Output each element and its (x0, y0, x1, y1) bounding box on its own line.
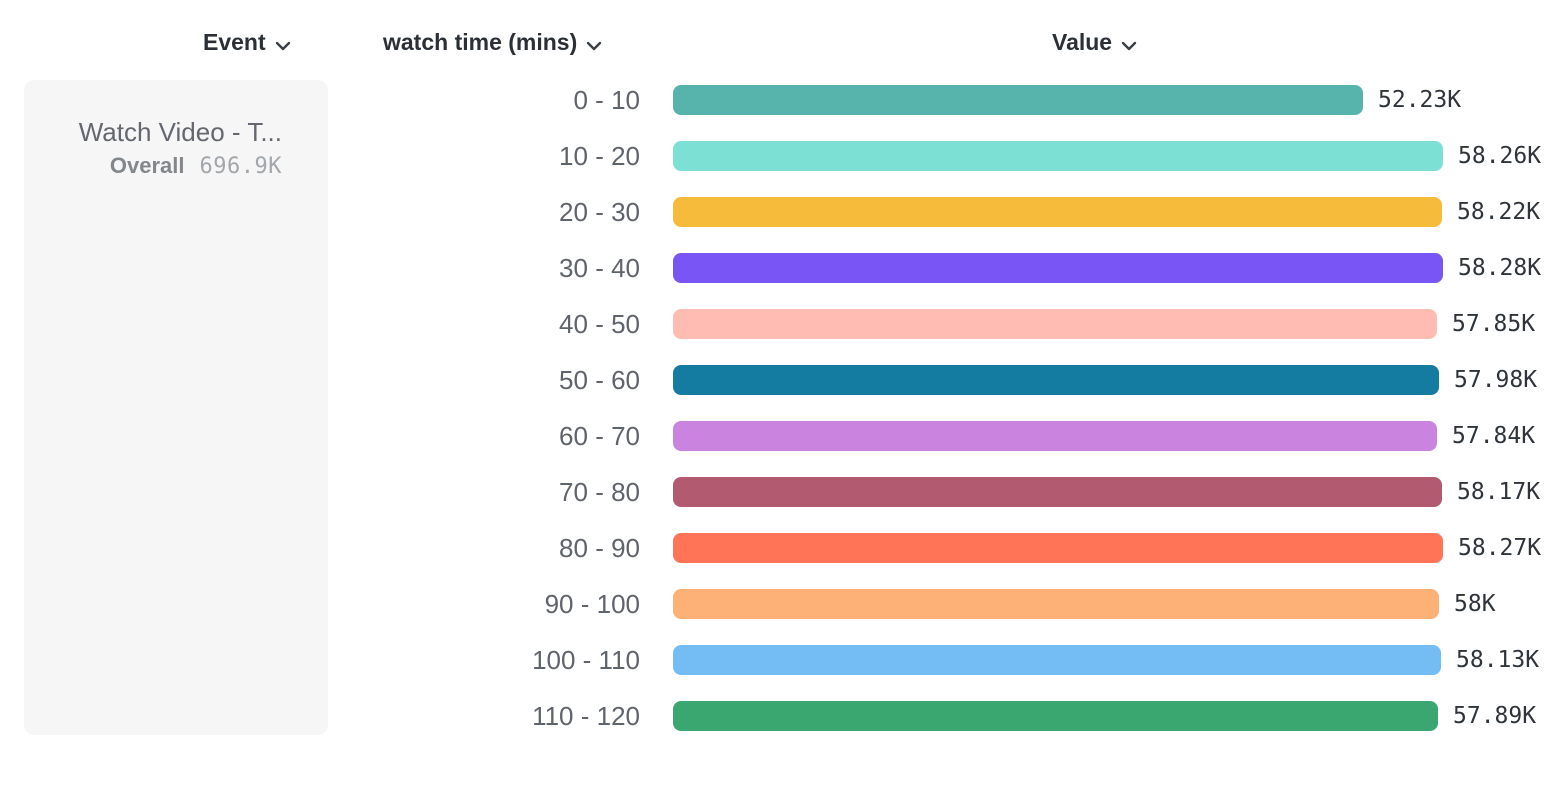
event-card[interactable]: Watch Video - T... Overall 696.9K (24, 80, 328, 735)
breakdown-header-label: watch time (mins) (383, 28, 578, 55)
bucket-label: 20 - 30 (559, 196, 640, 227)
bar-value-label: 57.84K (1452, 423, 1536, 449)
bar-segment[interactable] (673, 197, 1442, 227)
bar-value-label: 58.22K (1457, 199, 1541, 225)
bucket-label: 70 - 80 (559, 476, 640, 507)
bucket-label: 50 - 60 (559, 364, 640, 395)
bar-value-label: 58.26K (1458, 143, 1542, 169)
bar-value-label: 52.23K (1378, 87, 1462, 113)
chart-row: 60 - 70 57.84K (0, 421, 1568, 451)
bucket-label: 40 - 50 (559, 308, 640, 339)
bar-value-label: 58.28K (1458, 255, 1542, 281)
chevron-down-icon (1121, 30, 1137, 57)
chart-row: 70 - 80 58.17K (0, 477, 1568, 507)
bar-value-label: 58.27K (1458, 535, 1542, 561)
chart-row: 40 - 50 57.85K (0, 309, 1568, 339)
bar-segment[interactable] (673, 589, 1439, 619)
bar-value-label: 57.89K (1453, 703, 1537, 729)
bar-segment[interactable] (673, 533, 1443, 563)
bar-value-label: 58.13K (1456, 647, 1540, 673)
bar-segment[interactable] (673, 365, 1439, 395)
bar-value-label: 58K (1454, 591, 1496, 617)
overall-label: Overall (109, 153, 185, 178)
bucket-label: 80 - 90 (559, 532, 640, 563)
chart-row: 90 - 100 58K (0, 589, 1568, 619)
bar-value-label: 57.98K (1454, 367, 1538, 393)
bar-chart: 0 - 10 52.23K 10 - 20 58.26K 20 - 30 58.22K 30… (0, 85, 1568, 757)
chart-row: 10 - 20 58.26K (0, 141, 1568, 171)
bucket-label: 0 - 10 (573, 84, 641, 115)
chart-row: 50 - 60 57.98K (0, 365, 1568, 395)
bar-segment[interactable] (673, 141, 1443, 171)
chart-row: 20 - 30 58.22K (0, 197, 1568, 227)
chart-row: 100 - 110 58.13K (0, 645, 1568, 675)
event-title: Watch Video - T... (78, 117, 282, 147)
bar-segment[interactable] (673, 477, 1442, 507)
chevron-down-icon (586, 30, 602, 57)
bucket-label: 60 - 70 (559, 420, 640, 451)
overall-value: 696.9K (199, 154, 282, 179)
event-overall-row: Overall 696.9K (24, 153, 282, 179)
bar-segment[interactable] (673, 253, 1443, 283)
bucket-label: 30 - 40 (559, 252, 640, 283)
value-header-label: Value (1052, 28, 1113, 55)
chart-row: 0 - 10 52.23K (0, 85, 1568, 115)
bar-segment[interactable] (673, 645, 1441, 675)
bucket-label: 100 - 110 (532, 644, 640, 675)
chevron-down-icon (275, 30, 291, 57)
chart-row: 80 - 90 58.27K (0, 533, 1568, 563)
bucket-label: 10 - 20 (559, 140, 640, 171)
value-column-header[interactable]: Value (1052, 27, 1137, 57)
event-column-header[interactable]: Event (203, 27, 291, 57)
bar-segment[interactable] (673, 309, 1437, 339)
bar-segment[interactable] (673, 85, 1363, 115)
bucket-label: 110 - 120 (532, 700, 640, 731)
chart-row: 30 - 40 58.28K (0, 253, 1568, 283)
bar-segment[interactable] (673, 701, 1438, 731)
event-header-label: Event (203, 28, 266, 55)
breakdown-column-header[interactable]: watch time (mins) (383, 27, 602, 57)
bar-value-label: 57.85K (1452, 311, 1536, 337)
bar-value-label: 58.17K (1457, 479, 1541, 505)
bucket-label: 90 - 100 (544, 588, 640, 619)
chart-row: 110 - 120 57.89K (0, 701, 1568, 731)
bar-segment[interactable] (673, 421, 1437, 451)
